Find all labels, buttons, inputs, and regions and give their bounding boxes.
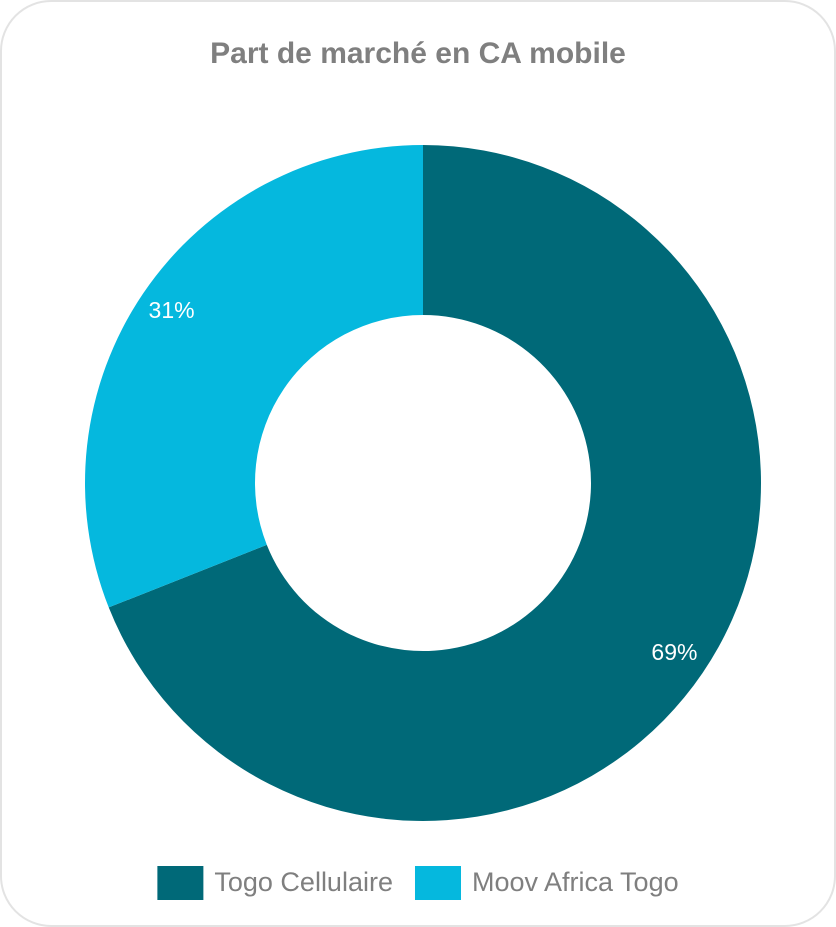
legend-label: Moov Africa Togo <box>472 867 679 897</box>
value-labels: 69% 31% <box>149 297 698 665</box>
slice <box>108 145 762 821</box>
legend: Togo Cellulaire Moov Africa Togo <box>157 866 679 900</box>
donut <box>85 145 762 821</box>
legend-swatch <box>414 866 461 900</box>
chart-title: Part de marché en CA mobile <box>210 37 626 70</box>
slice <box>85 145 424 608</box>
legend-label: Togo Cellulaire <box>214 867 393 897</box>
value-label: 31% <box>149 297 195 323</box>
legend-swatch <box>157 866 204 900</box>
value-label: 69% <box>651 639 697 665</box>
